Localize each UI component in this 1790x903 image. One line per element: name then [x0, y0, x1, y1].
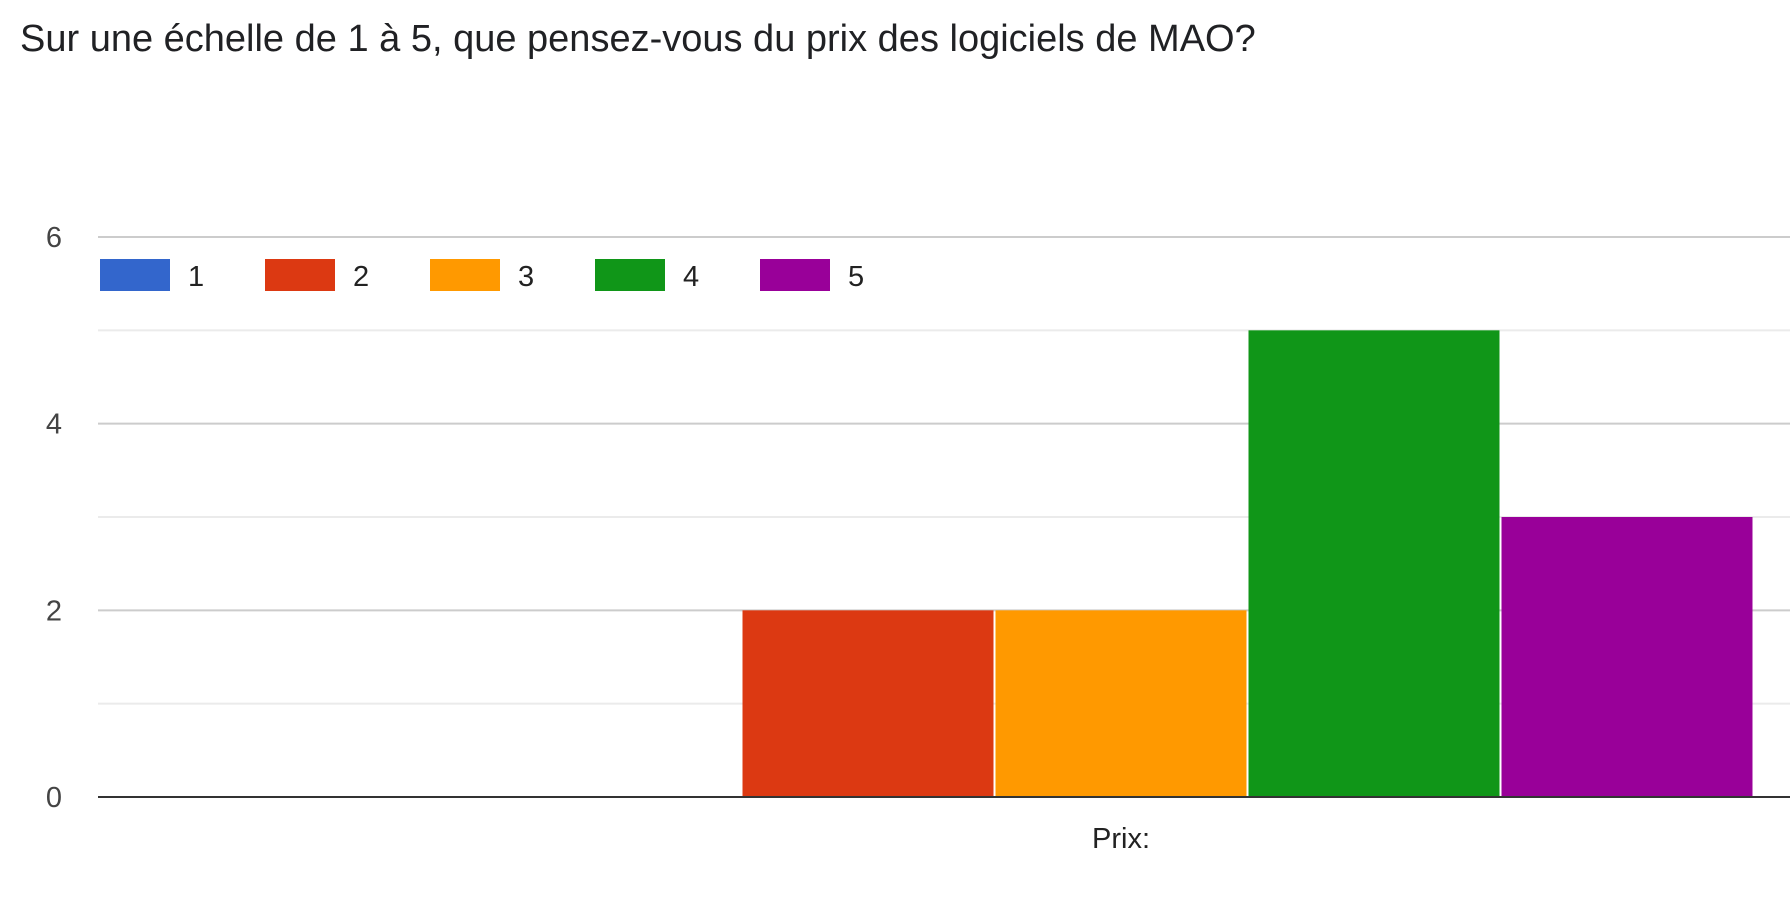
legend-label-4: 4 — [683, 261, 699, 293]
bars — [742, 330, 1753, 797]
legend-label-1: 1 — [188, 261, 204, 293]
legend-swatch-2 — [265, 259, 335, 291]
legend-label-5: 5 — [848, 261, 864, 293]
y-tick-label: 0 — [46, 782, 62, 814]
legend-swatch-5 — [760, 259, 830, 291]
bar-series-3 — [995, 610, 1247, 797]
y-tick-label: 6 — [46, 222, 62, 254]
chart-title: Sur une échelle de 1 à 5, que pensez-vou… — [20, 18, 1256, 60]
x-category-label: Prix: — [1092, 823, 1150, 855]
legend-swatch-1 — [100, 259, 170, 291]
legend-swatch-3 — [430, 259, 500, 291]
bar-series-2 — [742, 610, 994, 797]
x-axis-category-labels: Prix: — [1092, 823, 1150, 855]
legend: 1 2 3 4 5 — [100, 259, 864, 293]
legend-label-3: 3 — [518, 261, 534, 293]
legend-label-2: 2 — [353, 261, 369, 293]
y-tick-label: 2 — [46, 595, 62, 627]
bar-series-5 — [1501, 517, 1753, 797]
bar-series-4 — [1248, 330, 1500, 797]
legend-swatch-4 — [595, 259, 665, 291]
y-tick-label: 4 — [46, 409, 62, 441]
y-axis-tick-labels: 0 2 4 6 — [46, 222, 62, 814]
